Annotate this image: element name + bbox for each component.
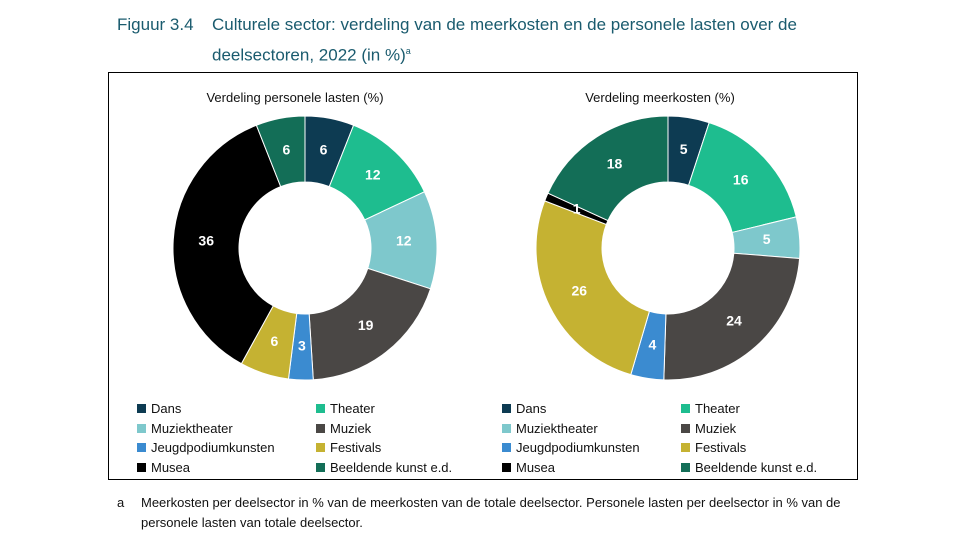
legend-label: Dans xyxy=(516,401,547,416)
legend-item-0-beeldende-kunst-e-d: Beeldende kunst e.d. xyxy=(316,460,452,476)
legend-label: Festivals xyxy=(695,440,747,455)
data-label-0-musea: 36 xyxy=(198,232,214,248)
data-label-0-muziektheater: 12 xyxy=(396,232,412,248)
figure-title: Culturele sector: verdeling van de meerk… xyxy=(212,12,852,69)
slice-1-theater xyxy=(687,121,797,234)
legend-item-0-jeugdpodiumkunsten: Jeugdpodiumkunsten xyxy=(137,440,275,456)
slice-0-muziek xyxy=(308,267,432,381)
legend-item-1-jeugdpodiumkunsten: Jeugdpodiumkunsten xyxy=(502,440,640,456)
legend-item-0-festivals: Festivals xyxy=(316,440,381,456)
data-label-1-beeldende-kunst-e-d: 18 xyxy=(607,155,623,171)
data-label-1-dans: 5 xyxy=(680,141,688,157)
legend-item-1-beeldende-kunst-e-d: Beeldende kunst e.d. xyxy=(681,460,817,476)
legend-label: Musea xyxy=(516,459,556,475)
legend-label: Theater xyxy=(695,401,740,416)
slice-0-beeldende-kunst-e-d xyxy=(255,115,306,188)
legend-swatch xyxy=(502,423,511,433)
chart-frame xyxy=(108,72,858,480)
figure-title-footnote-mark: a xyxy=(405,46,411,56)
legend-label: Musea xyxy=(151,459,191,475)
legend-item-0-theater: Theater xyxy=(316,401,375,417)
legend-swatch xyxy=(502,462,511,472)
legend-item-1-muziek: Muziek xyxy=(681,421,736,437)
legend-swatch xyxy=(137,443,146,452)
legend-label: Jeugdpodiumkunsten xyxy=(516,440,640,455)
legend-swatch xyxy=(681,443,690,452)
data-label-1-festivals: 26 xyxy=(572,283,588,299)
legend-swatch xyxy=(137,462,146,472)
legend-label: Muziektheater xyxy=(151,420,233,436)
legend-item-0-muziektheater: Muziektheater xyxy=(137,421,233,437)
legend-label: Dans xyxy=(151,401,182,416)
data-label-0-dans: 6 xyxy=(320,141,328,157)
legend-swatch xyxy=(681,423,690,433)
slice-1-muziek xyxy=(663,252,801,381)
legend-swatch xyxy=(681,462,690,472)
legend-item-0-muziek: Muziek xyxy=(316,421,371,437)
legend-item-1-musea: Musea xyxy=(502,460,555,476)
data-label-1-muziektheater: 5 xyxy=(763,231,771,247)
data-label-0-muziek: 19 xyxy=(358,317,374,333)
legend-swatch xyxy=(316,462,325,472)
legend-item-0-dans: Dans xyxy=(137,401,181,417)
legend-swatch xyxy=(316,404,325,413)
legend-item-1-festivals: Festivals xyxy=(681,440,746,456)
legend-swatch xyxy=(137,404,146,413)
data-label-1-jeugdpodiumkunsten: 4 xyxy=(648,336,656,352)
legend-label: Festivals xyxy=(330,440,382,455)
legend-label: Muziek xyxy=(330,420,372,436)
legend-label: Muziektheater xyxy=(516,420,598,436)
data-label-0-festivals: 6 xyxy=(271,333,279,349)
slice-1-festivals xyxy=(535,200,651,376)
legend-swatch xyxy=(316,443,325,452)
legend-label: Theater xyxy=(330,401,375,416)
legend-item-0-musea: Musea xyxy=(137,460,190,476)
footnote-mark: a xyxy=(117,495,125,510)
legend-swatch xyxy=(137,423,146,433)
chart-title-meerkosten: Verdeling meerkosten (%) xyxy=(585,90,735,105)
legend-swatch xyxy=(502,404,511,413)
legend-swatch xyxy=(502,443,511,452)
footnote-text: Meerkosten per deelsector in % van de me… xyxy=(141,495,841,530)
legend-label: Beeldende kunst e.d. xyxy=(330,459,453,475)
data-label-1-muziek: 24 xyxy=(726,312,742,328)
legend-item-1-theater: Theater xyxy=(681,401,740,417)
slice-0-musea xyxy=(172,124,282,365)
figure-number: Figuur 3.4 xyxy=(117,15,194,34)
legend-item-1-muziektheater: Muziektheater xyxy=(502,421,598,437)
legend-swatch xyxy=(681,404,690,413)
data-label-0-theater: 12 xyxy=(365,167,381,183)
legend-label: Muziek xyxy=(695,420,737,436)
figure-title-text: Culturele sector: verdeling van de meerk… xyxy=(212,15,797,65)
legend-item-1-dans: Dans xyxy=(502,401,546,417)
data-label-0-jeugdpodiumkunsten: 3 xyxy=(298,338,306,354)
legend-label: Jeugdpodiumkunsten xyxy=(151,440,275,455)
chart-title-personele-lasten: Verdeling personele lasten (%) xyxy=(206,90,384,105)
legend-label: Beeldende kunst e.d. xyxy=(695,459,818,475)
data-label-0-beeldende-kunst-e-d: 6 xyxy=(283,141,291,157)
data-label-1-musea: 1 xyxy=(573,200,581,216)
legend-swatch xyxy=(316,423,325,433)
data-label-1-theater: 16 xyxy=(733,172,749,188)
slice-1-beeldende-kunst-e-d xyxy=(547,115,669,222)
